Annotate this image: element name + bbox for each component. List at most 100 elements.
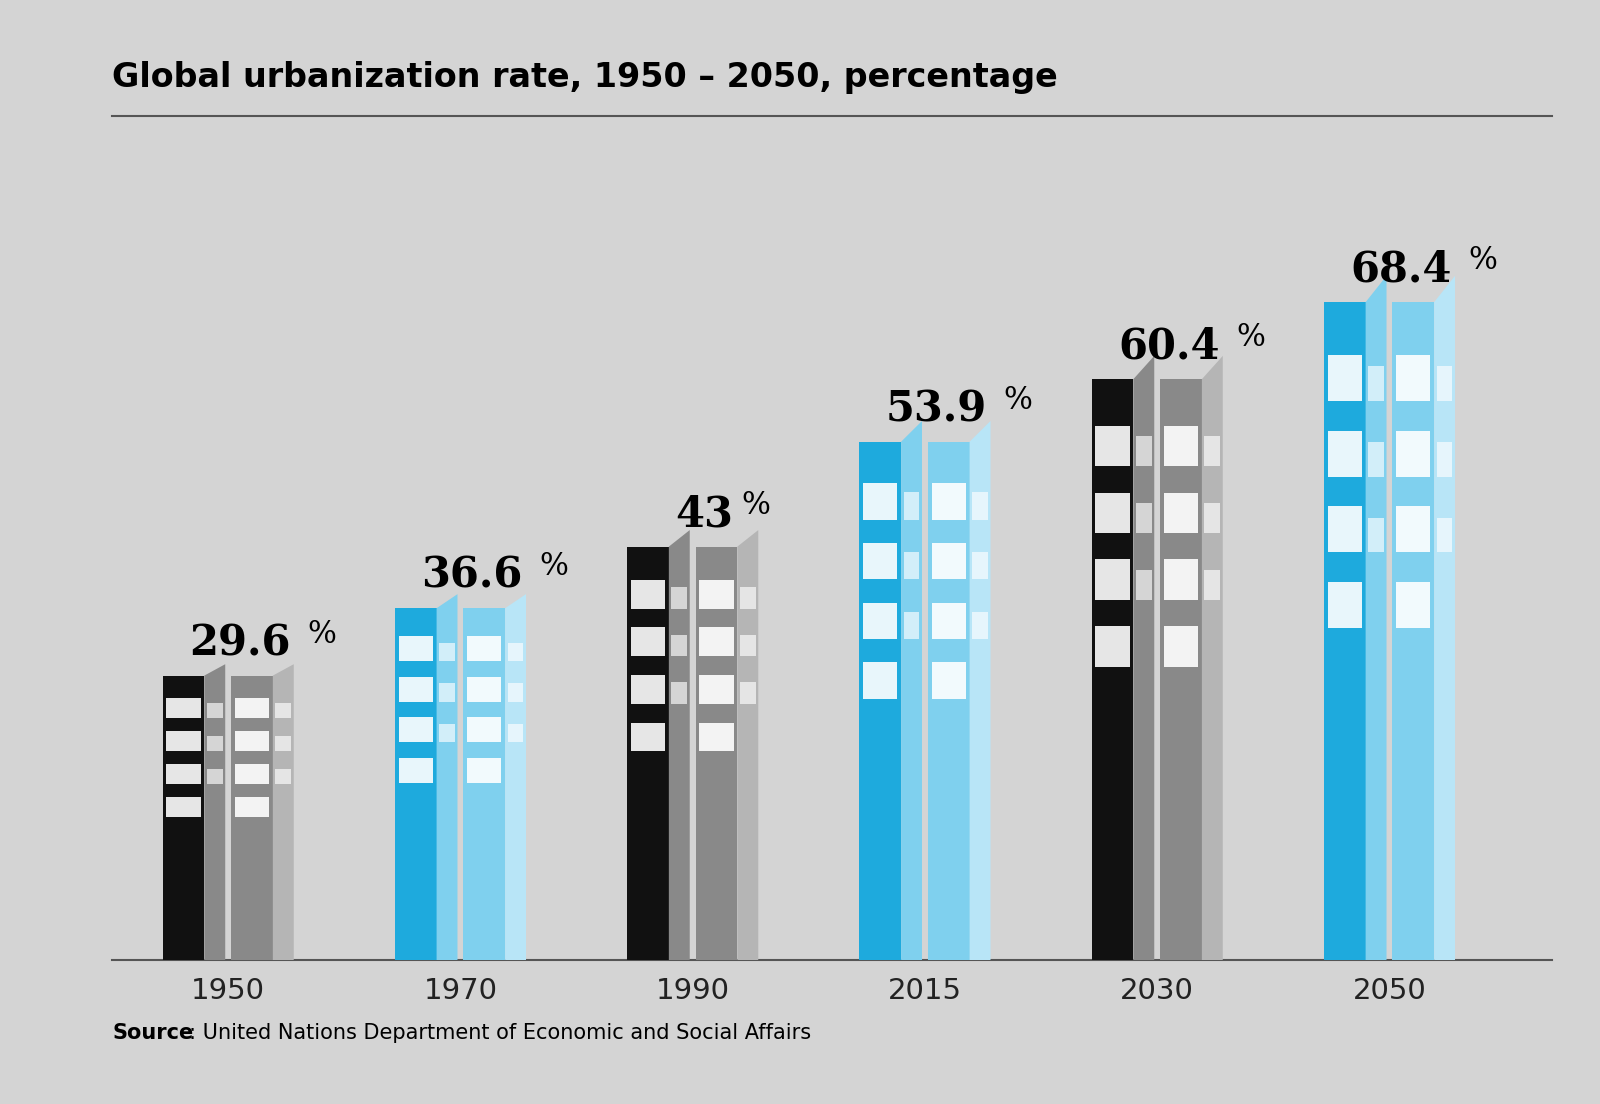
Bar xyxy=(464,608,506,960)
Bar xyxy=(1368,367,1384,401)
Bar xyxy=(206,736,222,751)
Text: 43: 43 xyxy=(675,493,733,535)
Bar xyxy=(1397,354,1430,401)
Bar xyxy=(398,718,434,742)
Bar xyxy=(1397,582,1430,628)
Bar xyxy=(630,722,666,752)
Bar xyxy=(1163,492,1198,533)
Bar xyxy=(1328,507,1362,552)
Bar xyxy=(672,587,686,608)
Bar xyxy=(166,699,200,719)
Text: 68.4: 68.4 xyxy=(1350,248,1451,290)
Bar xyxy=(1136,436,1152,466)
Bar xyxy=(438,683,454,701)
Bar xyxy=(235,764,269,784)
Bar xyxy=(1096,492,1130,533)
Bar xyxy=(398,677,434,701)
Bar xyxy=(1160,379,1202,960)
Bar xyxy=(931,662,966,699)
Polygon shape xyxy=(1434,276,1454,960)
Text: %: % xyxy=(1237,322,1266,353)
Bar xyxy=(699,675,733,704)
Bar xyxy=(630,580,666,608)
Bar xyxy=(1136,502,1152,533)
Bar xyxy=(672,635,686,656)
Bar xyxy=(467,636,501,661)
Bar xyxy=(859,442,901,960)
Bar xyxy=(1437,442,1453,477)
Bar xyxy=(467,677,501,701)
Bar xyxy=(438,643,454,661)
Text: %: % xyxy=(539,551,568,582)
Bar xyxy=(1205,502,1221,533)
Bar xyxy=(904,552,920,580)
Polygon shape xyxy=(205,665,226,960)
Polygon shape xyxy=(970,421,990,960)
Bar xyxy=(1437,367,1453,401)
Polygon shape xyxy=(506,594,526,960)
Bar xyxy=(395,608,437,960)
Bar xyxy=(235,731,269,751)
Polygon shape xyxy=(1366,276,1387,960)
Bar xyxy=(1397,507,1430,552)
Bar xyxy=(1205,436,1221,466)
Bar xyxy=(699,580,733,608)
Bar xyxy=(166,797,200,817)
Text: %: % xyxy=(741,490,770,521)
Bar xyxy=(1328,354,1362,401)
Text: %: % xyxy=(1469,245,1498,276)
Bar xyxy=(206,703,222,719)
Polygon shape xyxy=(901,421,922,960)
Bar xyxy=(931,543,966,580)
Bar xyxy=(862,603,898,639)
Bar xyxy=(1096,626,1130,667)
Bar xyxy=(398,636,434,661)
Bar xyxy=(627,546,669,960)
Bar xyxy=(630,627,666,656)
Bar xyxy=(862,662,898,699)
Bar xyxy=(1323,302,1366,960)
Bar xyxy=(438,723,454,742)
Polygon shape xyxy=(669,530,690,960)
Bar xyxy=(928,442,970,960)
Bar xyxy=(1392,302,1434,960)
Bar xyxy=(931,603,966,639)
Polygon shape xyxy=(1133,355,1154,960)
Bar xyxy=(467,758,501,783)
Bar xyxy=(739,587,755,608)
Bar xyxy=(467,718,501,742)
Bar xyxy=(739,635,755,656)
Bar xyxy=(630,675,666,704)
Bar xyxy=(398,758,434,783)
Bar xyxy=(1096,560,1130,601)
Text: %: % xyxy=(307,618,336,649)
Polygon shape xyxy=(274,665,294,960)
Bar xyxy=(1437,518,1453,552)
Bar xyxy=(1328,431,1362,477)
Bar xyxy=(166,731,200,751)
Bar xyxy=(275,768,291,784)
Bar xyxy=(1397,431,1430,477)
Bar xyxy=(206,768,222,784)
Bar xyxy=(862,484,898,520)
Bar xyxy=(1163,426,1198,466)
Bar xyxy=(696,546,738,960)
Text: 60.4: 60.4 xyxy=(1118,326,1219,368)
Bar xyxy=(904,492,920,520)
Bar xyxy=(507,683,523,701)
Bar xyxy=(699,627,733,656)
Text: 53.9: 53.9 xyxy=(886,389,987,431)
Bar xyxy=(1368,442,1384,477)
Bar xyxy=(1328,582,1362,628)
Bar xyxy=(973,492,987,520)
Polygon shape xyxy=(437,594,458,960)
Bar xyxy=(163,676,205,960)
Text: : United Nations Department of Economic and Social Affairs: : United Nations Department of Economic … xyxy=(189,1023,811,1043)
Bar xyxy=(1163,626,1198,667)
Bar xyxy=(1368,518,1384,552)
Text: 36.6: 36.6 xyxy=(421,554,523,596)
Polygon shape xyxy=(1202,355,1222,960)
Bar xyxy=(235,699,269,719)
Bar xyxy=(230,676,274,960)
Bar xyxy=(507,723,523,742)
